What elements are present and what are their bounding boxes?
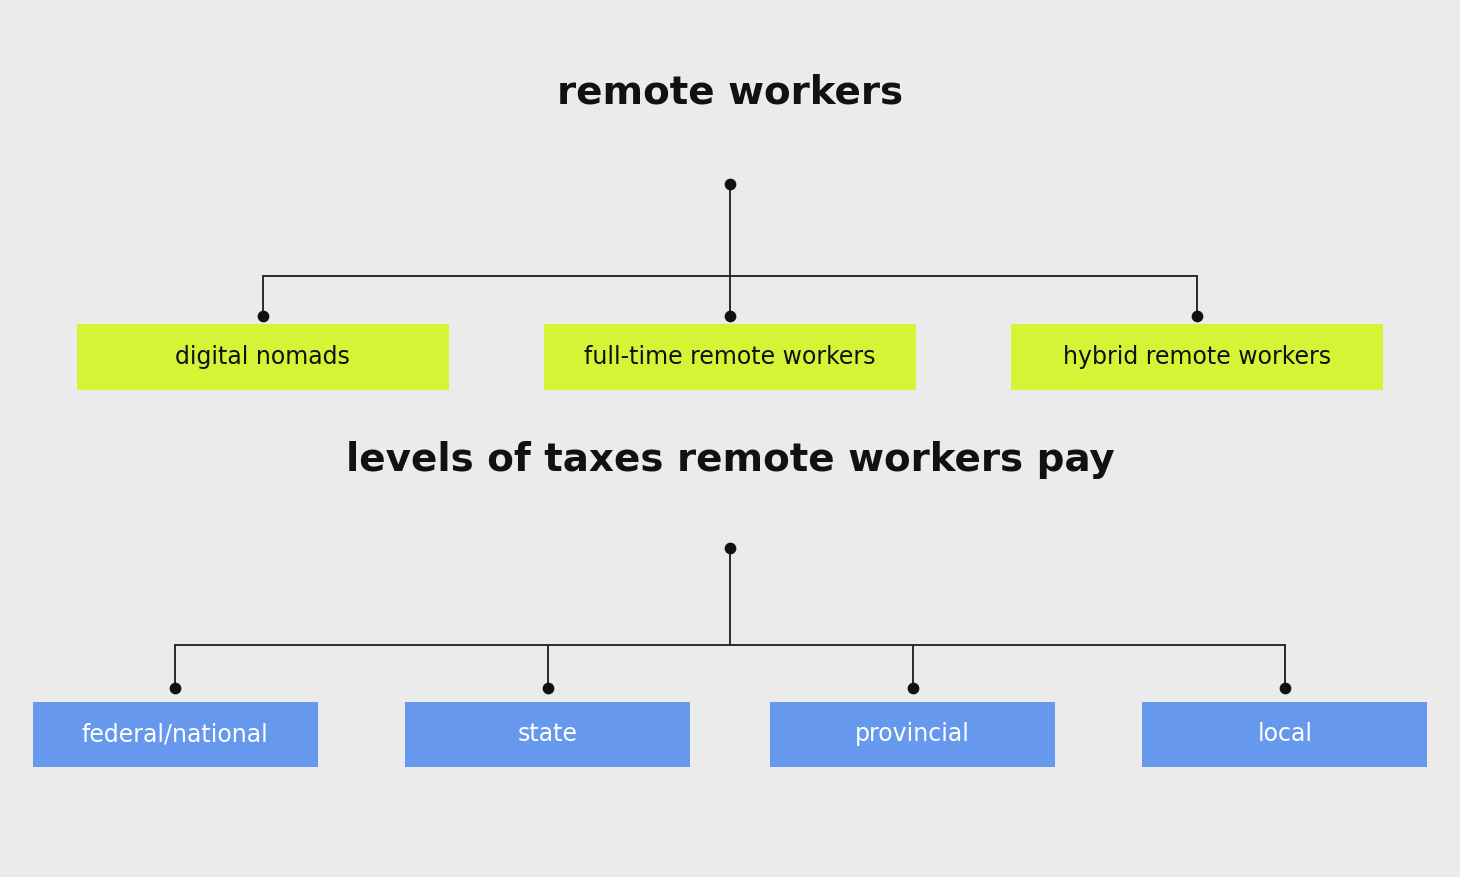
FancyBboxPatch shape <box>76 324 450 390</box>
Point <box>1186 309 1209 323</box>
FancyBboxPatch shape <box>404 702 689 767</box>
FancyBboxPatch shape <box>32 702 318 767</box>
Point <box>901 681 924 695</box>
FancyBboxPatch shape <box>771 702 1054 767</box>
Text: digital nomads: digital nomads <box>175 346 350 369</box>
Text: hybrid remote workers: hybrid remote workers <box>1063 346 1332 369</box>
Point <box>1273 681 1296 695</box>
Point <box>164 681 187 695</box>
Text: full-time remote workers: full-time remote workers <box>584 346 876 369</box>
Point <box>251 309 274 323</box>
FancyBboxPatch shape <box>1010 324 1383 390</box>
Point <box>718 177 742 191</box>
Text: federal/national: federal/national <box>82 723 269 746</box>
Text: remote workers: remote workers <box>556 73 904 111</box>
Text: state: state <box>517 723 578 746</box>
Text: provincial: provincial <box>856 723 969 746</box>
FancyBboxPatch shape <box>1143 702 1428 767</box>
Point <box>536 681 559 695</box>
Point <box>718 309 742 323</box>
FancyBboxPatch shape <box>543 324 917 390</box>
Point <box>718 541 742 555</box>
Text: local: local <box>1257 723 1313 746</box>
Text: levels of taxes remote workers pay: levels of taxes remote workers pay <box>346 441 1114 480</box>
